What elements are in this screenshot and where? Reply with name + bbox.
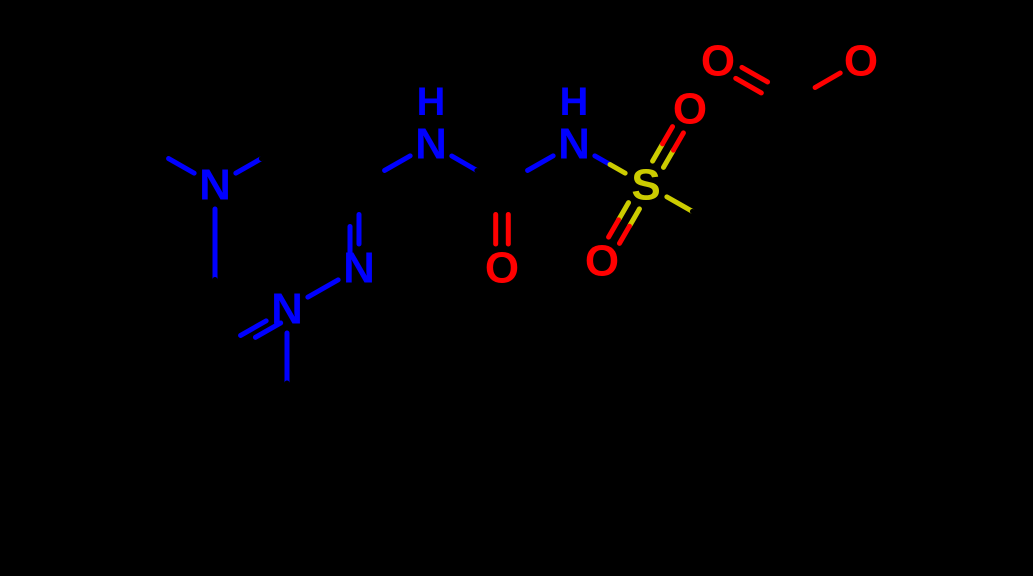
atom-N: N [343,244,375,293]
atom-N: N [199,161,231,210]
atom-N: N [415,120,447,169]
atom-N: N [558,120,590,169]
atom-O: O [485,244,519,293]
atom-O: O [673,85,707,134]
atom-O: O [585,237,619,286]
atom-S: S [631,161,660,210]
atom-O: O [701,37,735,86]
atom-H: H [417,80,446,124]
atom-N: N [271,285,303,334]
atom-H: H [560,80,589,124]
atom-O: O [844,37,878,86]
molecule-diagram: NNNNHONHSOOOO [0,0,1033,576]
